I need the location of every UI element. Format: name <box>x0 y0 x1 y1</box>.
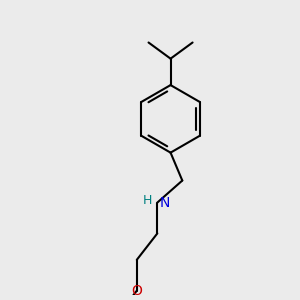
Text: H: H <box>142 194 152 207</box>
Text: O: O <box>131 284 142 298</box>
Text: N: N <box>160 196 170 210</box>
